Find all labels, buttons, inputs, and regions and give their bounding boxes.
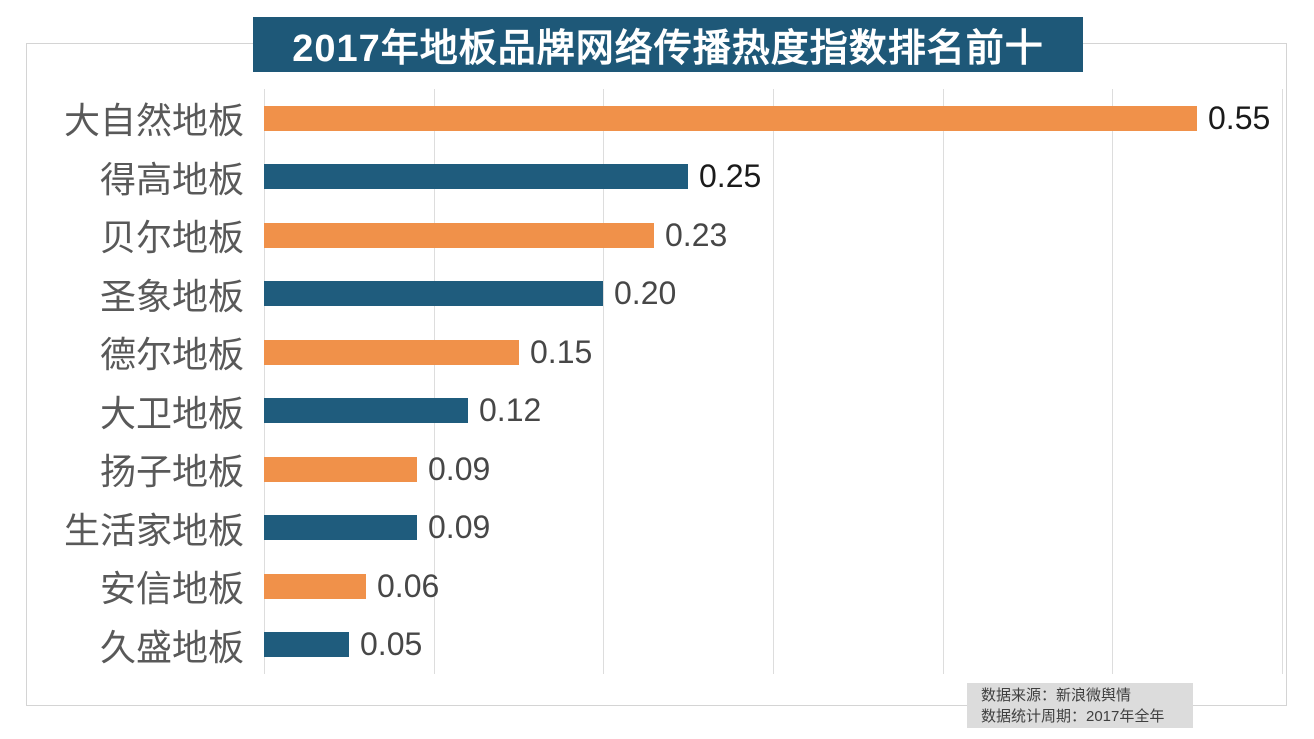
gridline-x-0.4 [943,89,944,674]
value-label: 0.09 [428,450,491,487]
value-label: 0.15 [530,333,593,370]
value-label: 0.05 [360,626,423,663]
value-label: 0.55 [1208,99,1271,136]
bar [264,573,366,599]
bar [264,164,688,190]
source-line: 数据来源：新浪微舆情 [981,687,1132,704]
gridline-x-0.3 [773,89,774,674]
bar-row: 大卫地板 0.12 [0,382,1314,441]
bar-rows-container: 大自然地板 0.55 得高地板 0.25 贝尔地板 0.23 圣象地板 0.20 德尔地板 0.1… [0,89,1314,674]
category-label: 德尔地板 [99,334,244,376]
bar-row: 贝尔地板 0.23 [0,206,1314,265]
category-label: 生活家地板 [63,509,244,551]
value-label: 0.20 [614,275,677,312]
value-label: 0.23 [665,216,728,253]
gridline-x-0.5 [1112,89,1113,674]
bar [264,222,654,248]
gridline-x-0.0 [264,89,265,674]
category-label: 大自然地板 [63,100,244,142]
bar [264,105,1197,131]
chart-title: 2017年地板品牌网络传播热度指数排名前十 [292,28,1044,70]
bar-row: 大自然地板 0.55 [0,89,1314,148]
gridline-x-0.1 [434,89,435,674]
bar [264,515,417,541]
bar [264,398,468,424]
gridline-x-0.2 [603,89,604,674]
source-note: 数据来源：新浪微舆情 数据统计周期：2017年全年 [967,683,1193,728]
gridline-x-0.6 [1282,89,1283,674]
value-label: 0.25 [699,158,762,195]
bar-row: 得高地板 0.25 [0,148,1314,207]
chart-frame [26,43,1287,706]
category-label: 久盛地板 [99,626,244,668]
bar [264,281,603,307]
category-label: 大卫地板 [99,392,244,434]
bar-row: 久盛地板 0.05 [0,616,1314,675]
bar [264,339,519,365]
category-label: 圣象地板 [99,275,244,317]
category-label: 安信地板 [99,568,244,610]
category-label: 扬子地板 [99,451,244,493]
value-label: 0.12 [479,392,542,429]
bar-row: 安信地板 0.06 [0,557,1314,616]
bar [264,456,417,482]
bar [264,632,349,658]
bar-row: 扬子地板 0.09 [0,440,1314,499]
value-label: 0.09 [428,509,491,546]
period-line: 数据统计周期：2017年全年 [981,708,1165,725]
chart-title-banner: 2017年地板品牌网络传播热度指数排名前十 [253,17,1083,72]
value-label: 0.06 [377,567,440,604]
bar-row: 德尔地板 0.15 [0,323,1314,382]
category-label: 得高地板 [99,158,244,200]
bar-row: 生活家地板 0.09 [0,499,1314,558]
category-label: 贝尔地板 [99,217,244,259]
bar-row: 圣象地板 0.20 [0,265,1314,324]
